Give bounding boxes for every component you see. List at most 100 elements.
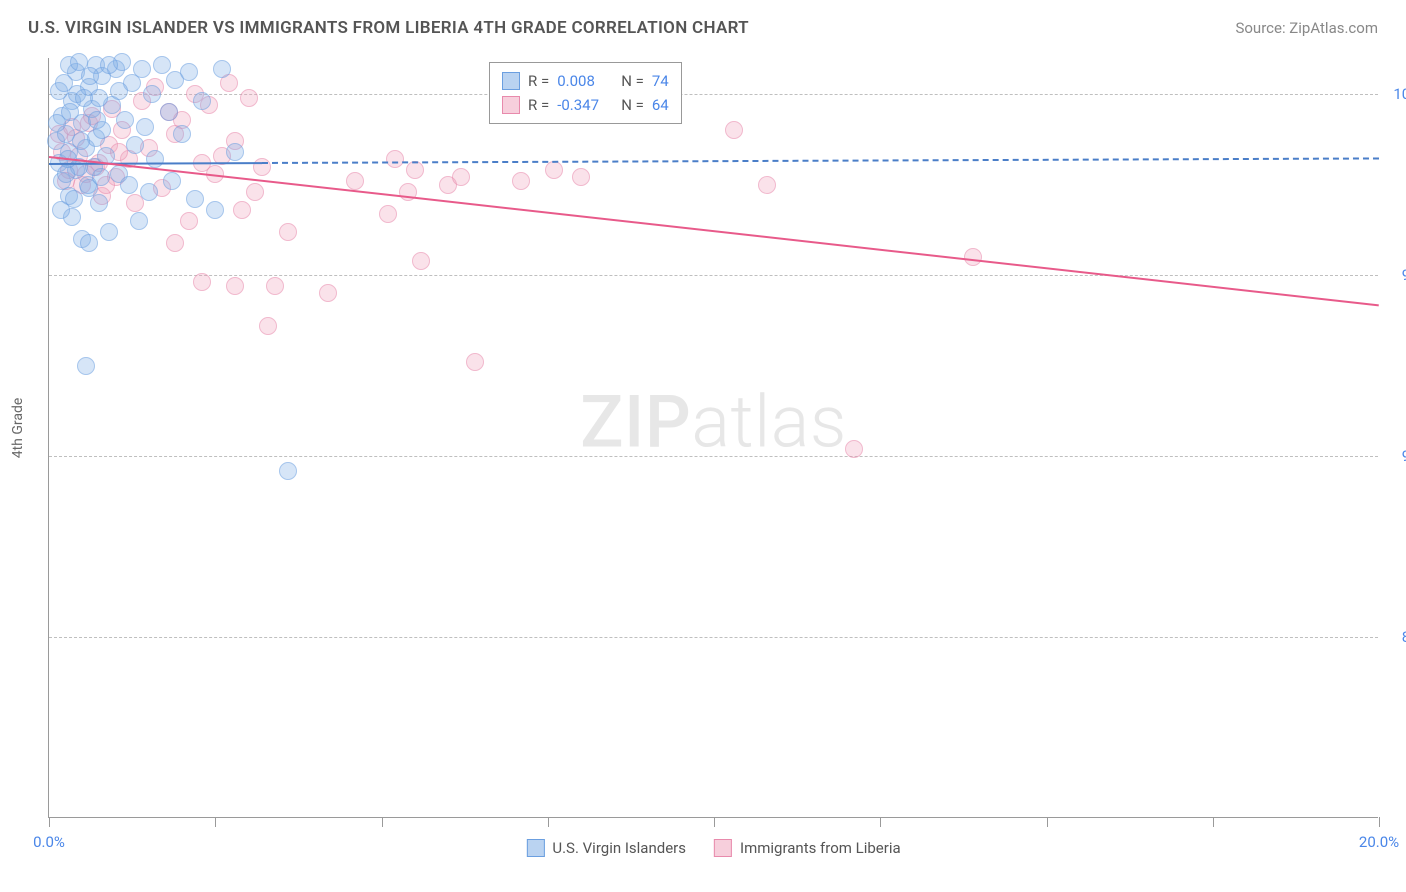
- legend-swatch: [502, 96, 520, 114]
- header: U.S. VIRGIN ISLANDER VS IMMIGRANTS FROM …: [0, 0, 1406, 48]
- data-point: [90, 194, 108, 212]
- legend-bottom: U.S. Virgin Islanders Immigrants from Lib…: [526, 839, 900, 857]
- data-point: [136, 118, 154, 136]
- data-point: [110, 82, 128, 100]
- data-point: [213, 60, 231, 78]
- x-tick: [880, 817, 881, 827]
- data-point: [80, 234, 98, 252]
- data-point: [180, 63, 198, 81]
- data-point: [545, 161, 563, 179]
- data-point: [246, 183, 264, 201]
- data-point: [72, 132, 90, 150]
- legend-swatch: [502, 72, 520, 90]
- data-point: [160, 103, 178, 121]
- source-label: Source: ZipAtlas.com: [1235, 19, 1378, 37]
- y-tick-label: 95.0%: [1384, 266, 1406, 284]
- data-point: [153, 56, 171, 74]
- data-point: [466, 353, 484, 371]
- data-point: [61, 103, 79, 121]
- legend-r-value: -0.347: [557, 93, 613, 117]
- legend-row: R = -0.347 N = 64: [502, 93, 669, 117]
- data-point: [126, 136, 144, 154]
- data-point: [100, 223, 118, 241]
- data-point: [120, 176, 138, 194]
- y-tick-label: 100.0%: [1384, 85, 1406, 103]
- data-point: [81, 67, 99, 85]
- data-point: [180, 212, 198, 230]
- x-tick: [714, 817, 715, 827]
- legend-n-label: N =: [621, 69, 644, 93]
- gridline: [49, 637, 1378, 638]
- data-point: [77, 357, 95, 375]
- data-point: [233, 201, 251, 219]
- data-point: [163, 172, 181, 190]
- data-point: [193, 273, 211, 291]
- gridline: [49, 456, 1378, 457]
- legend-label: Immigrants from Liberia: [740, 839, 901, 857]
- data-point: [186, 190, 204, 208]
- data-point: [572, 168, 590, 186]
- legend-r-label: R =: [528, 93, 549, 117]
- x-tick: [1379, 817, 1380, 827]
- legend-swatch: [714, 839, 732, 857]
- legend-swatch: [526, 839, 544, 857]
- legend-stats: R =0.008N =74R =-0.347N =64: [489, 62, 682, 124]
- data-point: [266, 277, 284, 295]
- data-point: [406, 161, 424, 179]
- gridline: [49, 275, 1378, 276]
- correlation-chart: ZIPatlas U.S. Virgin IslandersImmigrants…: [48, 58, 1378, 818]
- data-point: [193, 92, 211, 110]
- data-point: [146, 150, 164, 168]
- x-tick: [215, 817, 216, 827]
- data-point: [964, 248, 982, 266]
- data-point: [100, 56, 118, 74]
- data-point: [88, 111, 106, 129]
- x-tick: [49, 817, 50, 827]
- legend-n-label: N =: [621, 93, 644, 117]
- data-point: [240, 89, 258, 107]
- legend-item: U.S. Virgin Islanders: [526, 839, 686, 857]
- data-point: [140, 183, 158, 201]
- data-point: [386, 150, 404, 168]
- data-point: [259, 317, 277, 335]
- x-tick: [548, 817, 549, 827]
- data-point: [279, 462, 297, 480]
- trend-line: [49, 162, 262, 165]
- x-tick: [1213, 817, 1214, 827]
- legend-row: R =0.008N =74: [502, 69, 669, 93]
- watermark: ZIPatlas: [580, 380, 847, 465]
- data-point: [226, 277, 244, 295]
- data-point: [116, 111, 134, 129]
- data-point: [845, 440, 863, 458]
- legend-r-value: 0.008: [557, 69, 613, 93]
- data-point: [279, 223, 297, 241]
- data-point: [206, 201, 224, 219]
- x-tick: [382, 817, 383, 827]
- legend-n-value: 64: [652, 93, 669, 117]
- data-point: [412, 252, 430, 270]
- legend-r-label: R =: [528, 69, 549, 93]
- data-point: [130, 212, 148, 230]
- data-point: [166, 234, 184, 252]
- x-tick-label: 20.0%: [1359, 833, 1399, 851]
- data-point: [725, 121, 743, 139]
- data-point: [92, 168, 110, 186]
- data-point: [379, 205, 397, 223]
- x-tick: [1047, 817, 1048, 827]
- y-axis-label: 4th Grade: [10, 398, 26, 459]
- data-point: [253, 158, 271, 176]
- trend-line: [49, 156, 1379, 306]
- data-point: [143, 85, 161, 103]
- data-point: [133, 60, 151, 78]
- y-tick-label: 85.0%: [1384, 628, 1406, 646]
- data-point: [65, 190, 83, 208]
- trend-line: [262, 158, 1379, 165]
- data-point: [226, 143, 244, 161]
- x-tick-label: 0.0%: [33, 833, 65, 851]
- data-point: [452, 168, 470, 186]
- y-tick-label: 90.0%: [1384, 447, 1406, 465]
- page-title: U.S. VIRGIN ISLANDER VS IMMIGRANTS FROM …: [28, 18, 749, 38]
- data-point: [758, 176, 776, 194]
- data-point: [75, 89, 93, 107]
- data-point: [346, 172, 364, 190]
